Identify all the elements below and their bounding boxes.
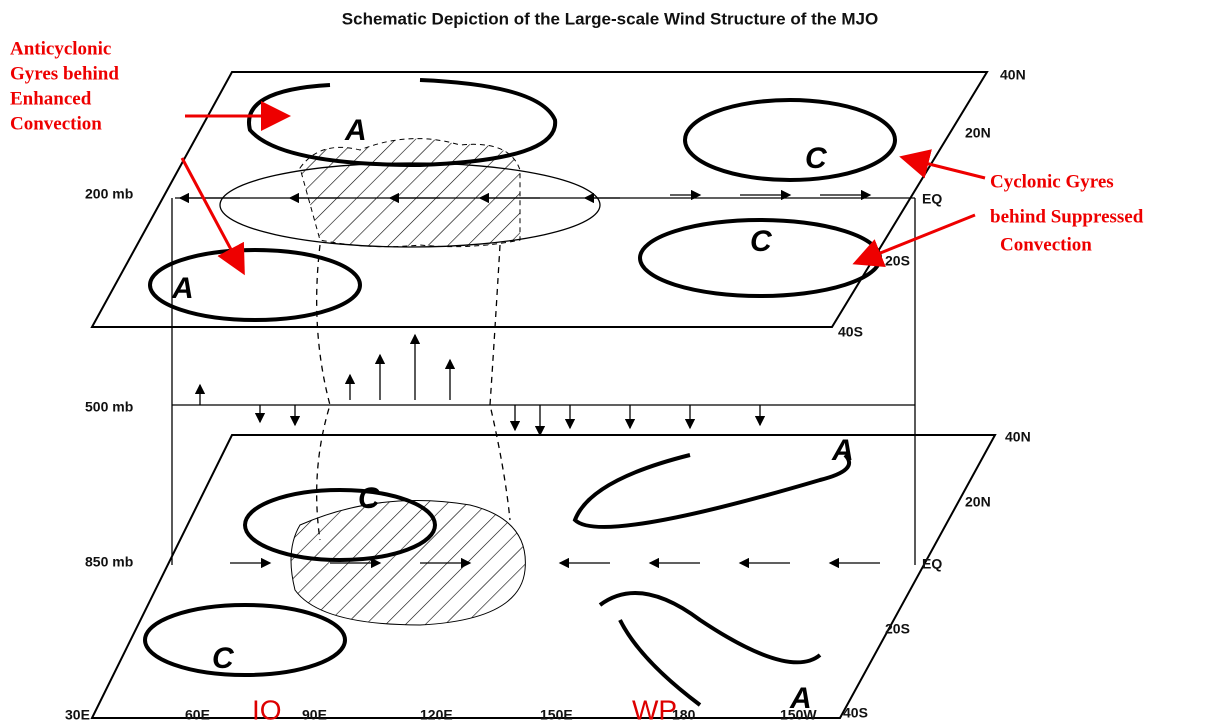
gyre [685, 100, 895, 180]
lat-label: EQ [922, 191, 942, 207]
lat-label: EQ [922, 556, 942, 572]
lat-label: 40S [838, 324, 863, 340]
level-label: 500 mb [85, 399, 133, 415]
gyre-label: C [358, 482, 381, 515]
pointer-arrow [905, 158, 985, 178]
lat-label: 20N [965, 494, 991, 510]
lat-label: 20N [965, 125, 991, 141]
gyre-label: A [831, 434, 854, 467]
gyre [575, 455, 849, 527]
gyre-label: A [789, 682, 812, 715]
annotation: Gyres behind [10, 63, 119, 84]
lat-label: 20S [885, 253, 910, 269]
region-label: WP [632, 694, 677, 725]
lat-label: 40S [843, 705, 868, 721]
lon-label: 30E [65, 707, 90, 723]
annotation: behind Suppressed [990, 206, 1144, 227]
annotation: Cyclonic Gyres [990, 171, 1114, 192]
annotation: Convection [1000, 234, 1092, 255]
gyre-label: A [171, 272, 194, 305]
vertical-motion [200, 335, 760, 435]
title: Schematic Depiction of the Large-scale W… [342, 9, 878, 28]
level-label: 200 mb [85, 186, 133, 202]
annotation: Convection [10, 113, 102, 134]
lat-label: 40N [1005, 429, 1031, 445]
pointer-arrow [858, 215, 975, 262]
gyre [145, 605, 345, 675]
annotation: Enhanced [10, 88, 92, 109]
lon-label: 120E [420, 707, 453, 723]
annotation: Anticyclonic [10, 38, 111, 59]
gyre-label: A [344, 114, 367, 147]
gyre [600, 593, 820, 705]
lat-label: 20S [885, 621, 910, 637]
lon-label: 60E [185, 707, 210, 723]
cloud [317, 245, 510, 540]
convection-lower [291, 501, 525, 626]
gyre-label: C [750, 225, 773, 258]
level-label: 850 mb [85, 554, 133, 570]
lat-label: 40N [1000, 67, 1026, 83]
upper-plane [92, 72, 987, 327]
gyre-label: C [212, 642, 235, 675]
lon-label: 90E [302, 707, 327, 723]
convection-upper [300, 139, 520, 247]
diagram: Schematic Depiction of the Large-scale W… [0, 0, 1221, 728]
lon-label: 150E [540, 707, 573, 723]
region-label: IO [252, 694, 282, 725]
gyre-label: C [805, 142, 828, 175]
